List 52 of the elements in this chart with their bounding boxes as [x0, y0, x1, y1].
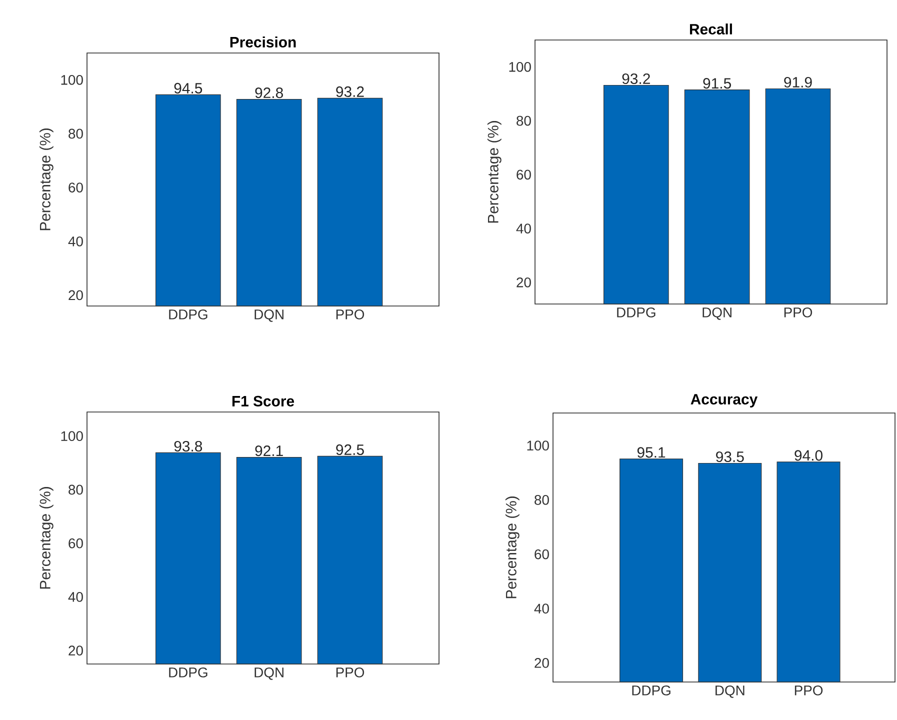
x-tick-label: PPO — [794, 685, 823, 696]
data-label: 93.2 — [622, 73, 650, 84]
data-label: 94.5 — [174, 82, 202, 94]
data-label: 91.9 — [784, 76, 812, 88]
x-tick-label: DQN — [254, 667, 284, 680]
chart-title: F1 Score — [232, 396, 294, 406]
y-axis-title: Percentage (%) — [505, 496, 520, 598]
y-tick-label: 60 — [68, 182, 83, 192]
x-tick-label: PPO — [336, 309, 364, 320]
chart-title: Precision — [230, 36, 296, 48]
y-axis-title: Percentage (%) — [487, 121, 502, 223]
x-tick-label: DQN — [702, 307, 732, 320]
y-tick-label: 20 — [516, 277, 531, 288]
x-tick-label: PPO — [336, 667, 364, 678]
y-tick-label: 100 — [509, 62, 531, 72]
x-tick-label: PPO — [784, 307, 812, 318]
y-tick-label: 60 — [68, 538, 83, 548]
x-tick-label: DDPG — [632, 685, 670, 696]
y-tick-label: 80 — [68, 484, 83, 495]
x-tick-label: DDPG — [617, 307, 656, 318]
data-label: 93.5 — [716, 451, 744, 462]
x-tick-label: DDPG — [169, 667, 208, 678]
x-tick-label: DQN — [716, 685, 744, 698]
y-tick-label: 80 — [68, 128, 83, 139]
y-tick-label: 100 — [527, 440, 549, 451]
data-label: 93.2 — [336, 86, 364, 97]
y-tick-label: 80 — [534, 494, 549, 505]
data-label: 93.8 — [174, 440, 202, 452]
y-tick-label: 60 — [516, 170, 531, 180]
y-tick-label: 40 — [68, 592, 83, 602]
y-tick-label: 60 — [534, 549, 549, 560]
y-tick-label: 40 — [68, 236, 83, 246]
y-axis-title: Percentage (%) — [39, 128, 54, 230]
x-tick-label: DQN — [254, 309, 284, 322]
y-tick-label: 40 — [534, 604, 549, 614]
data-label: 95.1 — [637, 447, 666, 458]
y-tick-label: 20 — [68, 646, 83, 656]
y-tick-label: 20 — [68, 290, 83, 300]
y-axis-title: Percentage (%) — [39, 487, 54, 589]
data-label: 92.5 — [336, 444, 364, 456]
y-tick-label: 100 — [61, 74, 83, 85]
data-label: 92.8 — [255, 87, 283, 98]
data-label: 92.1 — [255, 446, 283, 456]
chart-title: Recall — [690, 24, 732, 34]
data-label: 91.5 — [703, 78, 731, 89]
chart-title: Accuracy — [690, 394, 758, 408]
data-label: 94.0 — [794, 450, 822, 461]
y-tick-label: 80 — [516, 116, 531, 126]
y-tick-label: 40 — [516, 224, 531, 234]
x-tick-label: DDPG — [169, 309, 208, 320]
y-tick-label: 100 — [61, 431, 83, 442]
y-tick-label: 20 — [534, 658, 549, 668]
